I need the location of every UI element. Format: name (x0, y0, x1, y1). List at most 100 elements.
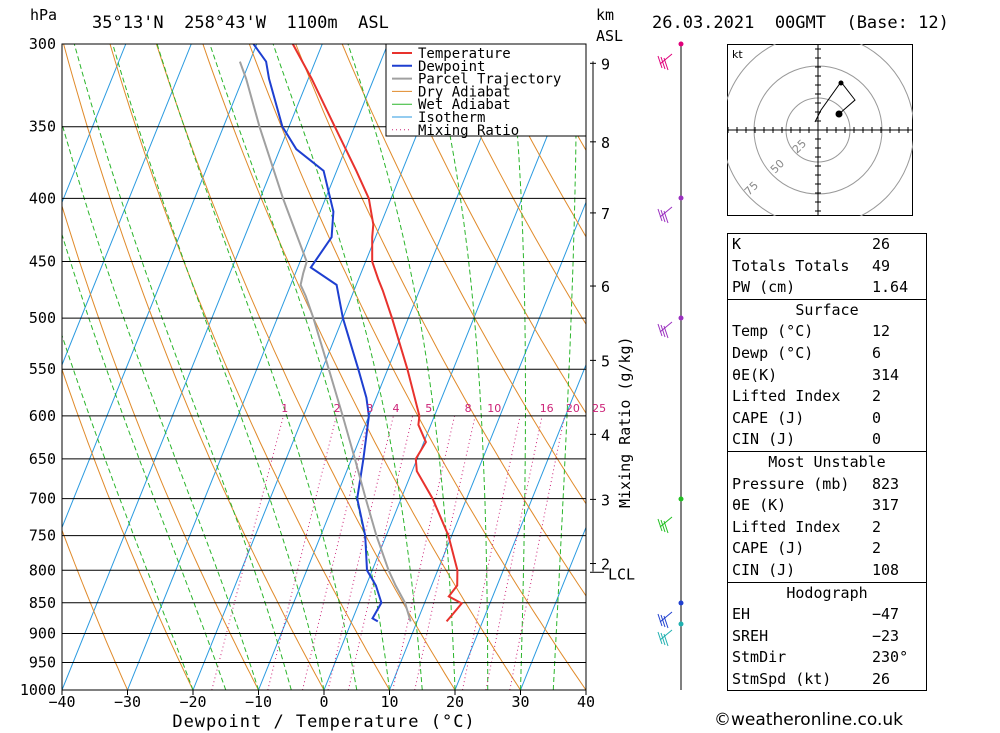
wind-barb (657, 629, 673, 647)
isotherm-line (62, 44, 192, 367)
wind-barb-shaft (659, 321, 673, 333)
hpa-axis-label: hPa (30, 6, 58, 24)
hodograph-point (838, 80, 844, 86)
mixing-ratio-label: 8 (465, 402, 472, 415)
pressure-tick-label: 700 (29, 490, 56, 508)
wind-barb-feather (657, 631, 663, 645)
isotherm-line (389, 200, 586, 690)
dry-adiabat-line (946, 44, 1000, 690)
surface-theta-row: θE(K) 314 (732, 365, 900, 384)
wet-adiabat-line (508, 44, 526, 690)
km-tick-label: 9 (601, 55, 610, 73)
wind-barb-shaft (659, 611, 673, 623)
dry-adiabat-line (62, 528, 128, 690)
mixing-ratio-label: 2 (334, 402, 341, 415)
wind-level-dot (678, 496, 684, 502)
x-tick-label: 20 (446, 693, 464, 711)
legend-entry: Parcel Trajectory (418, 72, 561, 88)
wind-barb (657, 206, 673, 224)
hodograph-unit-label: kt (732, 48, 743, 61)
wind-barb-feather (657, 613, 663, 627)
parcel-line (238, 61, 412, 622)
plot-frame (61, 43, 587, 691)
dry-adiabat-line (992, 44, 1000, 690)
km-tick-label: 3 (601, 491, 610, 509)
wind-barb-feather (663, 210, 669, 224)
wet-adiabat-line (73, 44, 292, 690)
mixing-ratio-label: 25 (592, 402, 606, 415)
pressure-tick-label: 800 (29, 561, 56, 579)
legend-entry: Dry Adiabat (418, 84, 511, 100)
sreh-row: SREH −23 (732, 626, 900, 645)
wind-profile (657, 41, 684, 690)
isotherm-line (62, 44, 127, 204)
pressure-tick-label: 1000 (20, 681, 56, 699)
lcl-label: LCL (608, 565, 635, 583)
mixing-ratio-label: 3 (366, 402, 373, 415)
km-tick-label: 8 (601, 134, 610, 152)
wind-barb-shaft (659, 629, 673, 641)
wet-adiabat-line (429, 44, 489, 690)
pressure-tick-label: 900 (29, 624, 56, 642)
wind-barb-feather (663, 57, 669, 71)
wind-level-dot (678, 41, 684, 47)
wind-barb-feather (657, 323, 663, 337)
eh-row: EH −47 (732, 605, 900, 624)
x-tick-label: −10 (245, 693, 272, 711)
x-tick-label: 0 (319, 693, 328, 711)
mixing-ratio-line (267, 415, 337, 690)
mu-cin-row: CIN (J) 108 (732, 560, 900, 579)
isotherm-line (192, 44, 454, 690)
pressure-tick-label: 750 (29, 527, 56, 545)
asl-axis-label: ASL (596, 27, 624, 45)
wet-adiabat-line (552, 44, 577, 690)
wind-level-dot (678, 195, 684, 201)
pressure-tick-label: 950 (29, 653, 56, 671)
km-tick-label: 2 (601, 556, 610, 574)
most-unstable-title: Most Unstable (768, 452, 886, 471)
legend-entry: Temperature (418, 46, 511, 62)
wind-barb-feather (660, 209, 666, 223)
mixing-ratio-line (392, 415, 456, 690)
pressure-tick-label: 450 (29, 253, 56, 271)
wind-barb-feather (663, 615, 669, 629)
km-tick-label: 7 (601, 205, 610, 223)
mixing-ratio-axis-label: Mixing Ratio (g/kg) (616, 336, 634, 508)
totals-totals-row: Totals Totals 49 (732, 256, 891, 275)
dewpoint-line (252, 44, 383, 623)
isotherm-line (258, 44, 520, 690)
legend-entry: Dewpoint (418, 59, 485, 75)
stability-indices-table: K 26 Totals Totals 49 PW (cm) 1.64 Surface … (727, 233, 927, 692)
dry-adiabat-line (248, 44, 586, 690)
km-tick-label: 6 (601, 278, 610, 296)
isotherm-line (520, 526, 586, 690)
wind-barb (657, 321, 673, 339)
x-tick-label: −20 (179, 693, 206, 711)
isotherm-line (62, 44, 258, 529)
wet-adiabat-line (62, 121, 259, 690)
wind-barb-feather (657, 518, 663, 532)
mixing-ratio-label: 1 (281, 402, 288, 415)
mixing-ratio-line (302, 415, 370, 690)
pressure-tick-label: 600 (29, 407, 56, 425)
mu-pressure-row: Pressure (mb) 823 (732, 474, 900, 493)
storm-motion-marker (835, 110, 843, 118)
surface-temp-row: Temp (°C) 12 (732, 322, 891, 341)
mixing-ratio-line (347, 415, 414, 690)
mixing-ratio-label: 10 (487, 402, 501, 415)
mu-li-row: Lifted Index 2 (732, 517, 882, 536)
surface-cape-row: CAPE (J) 0 (732, 408, 882, 427)
credit-link[interactable]: ©weatheronline.co.uk (714, 710, 904, 730)
wind-level-dot (678, 600, 684, 606)
temperature-line (291, 44, 464, 623)
datetime-title: 26.03.2021 00GMT (Base: 12) (652, 13, 949, 33)
surface-title: Surface (795, 300, 859, 319)
pw-row: PW (cm) 1.64 (732, 278, 909, 297)
legend-entry: Mixing Ratio (418, 123, 519, 139)
wind-barb-feather (660, 324, 666, 338)
isotherm-line (127, 44, 389, 690)
wet-adiabat-line (347, 44, 456, 690)
